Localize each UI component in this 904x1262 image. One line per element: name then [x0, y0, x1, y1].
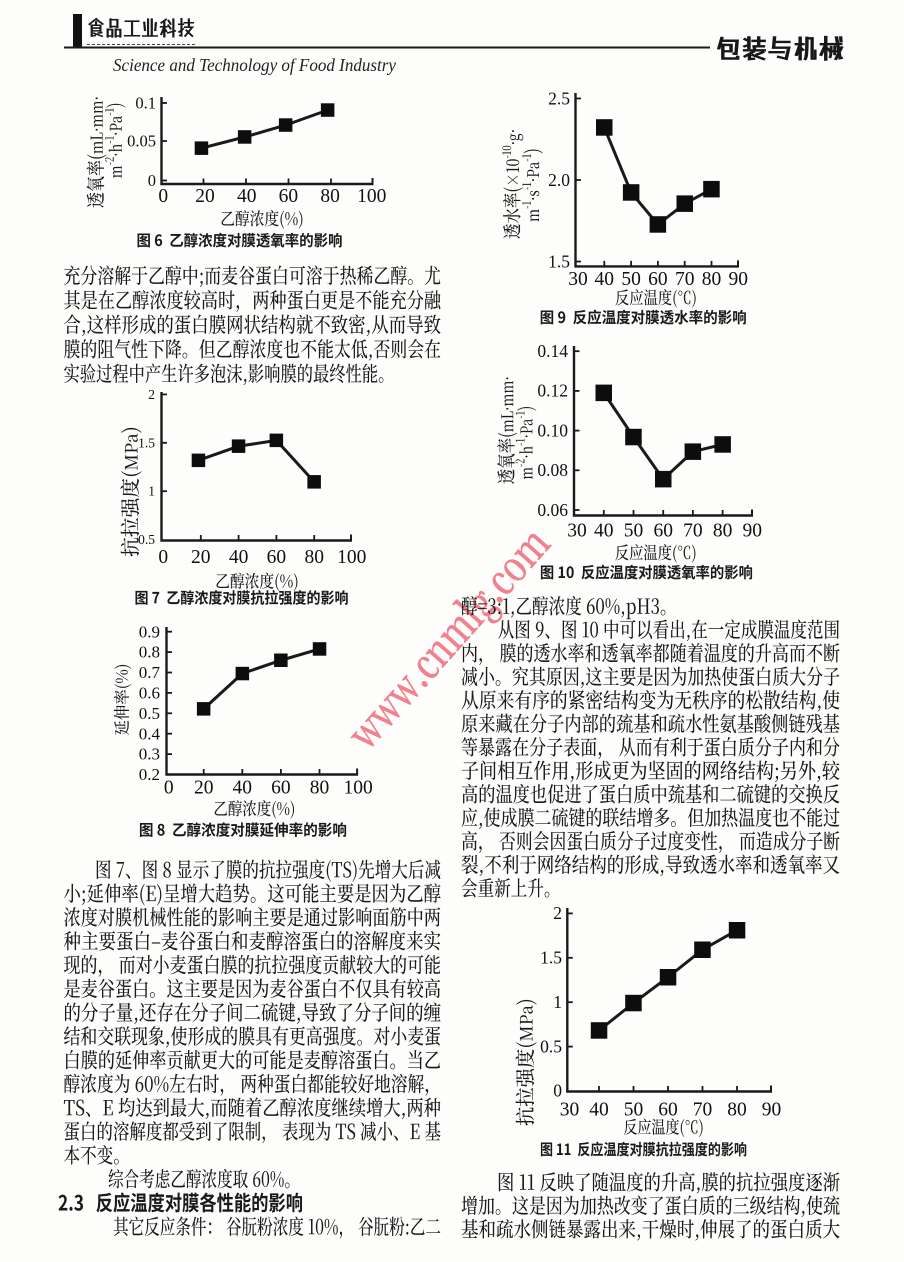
svg-text:0.1: 0.1	[135, 93, 156, 112]
svg-text:0.12: 0.12	[537, 381, 568, 401]
svg-text:Science and Technology of Food: Science and Technology of Food Industry	[113, 55, 396, 75]
svg-text:0.8: 0.8	[139, 643, 160, 662]
svg-text:40: 40	[237, 186, 257, 207]
svg-text:80: 80	[702, 269, 722, 290]
svg-text:90: 90	[729, 269, 749, 290]
svg-text:30: 30	[560, 1100, 580, 1121]
svg-text:0.14: 0.14	[537, 341, 568, 361]
svg-text:60: 60	[658, 1100, 678, 1121]
svg-text:60: 60	[271, 778, 291, 799]
svg-text:80: 80	[310, 778, 330, 799]
svg-text:60: 60	[279, 186, 299, 207]
svg-text:40: 40	[594, 521, 614, 542]
svg-text:30: 30	[567, 521, 587, 542]
svg-text:2.0: 2.0	[548, 170, 570, 190]
svg-text:70: 70	[693, 1100, 713, 1121]
svg-text:0.08: 0.08	[537, 460, 568, 480]
svg-text:1: 1	[148, 484, 155, 499]
svg-text:90: 90	[762, 1100, 782, 1121]
svg-text:0.3: 0.3	[139, 745, 160, 764]
svg-text:50: 50	[624, 521, 644, 542]
svg-text:60: 60	[267, 547, 287, 568]
svg-text:50: 50	[621, 269, 641, 290]
svg-text:100: 100	[337, 547, 366, 568]
svg-text:0.2: 0.2	[139, 765, 160, 784]
svg-text:1.5: 1.5	[548, 251, 570, 271]
svg-text:0: 0	[553, 1080, 562, 1100]
svg-text:40: 40	[595, 269, 615, 290]
svg-text:1.5: 1.5	[540, 948, 562, 968]
svg-text:20: 20	[194, 778, 214, 799]
svg-text:0: 0	[148, 171, 156, 190]
svg-text:20: 20	[195, 186, 215, 207]
svg-text:0: 0	[164, 778, 174, 799]
svg-text:50: 50	[624, 1100, 644, 1121]
svg-text:80: 80	[727, 1100, 747, 1121]
svg-text:40: 40	[229, 547, 249, 568]
svg-text:40: 40	[589, 1100, 609, 1121]
svg-text:0.10: 0.10	[537, 420, 568, 440]
svg-text:1: 1	[553, 992, 562, 1012]
svg-text:0.05: 0.05	[127, 131, 156, 150]
svg-text:40: 40	[233, 778, 253, 799]
svg-text:80: 80	[713, 521, 733, 542]
svg-text:0.5: 0.5	[540, 1036, 562, 1056]
svg-text:70: 70	[675, 269, 695, 290]
svg-text:0.5: 0.5	[138, 532, 155, 547]
svg-text:0: 0	[158, 547, 168, 568]
svg-text:90: 90	[743, 521, 763, 542]
svg-text:70: 70	[683, 521, 703, 542]
svg-text:60: 60	[648, 269, 668, 290]
svg-text:80: 80	[320, 186, 340, 207]
svg-text:0.7: 0.7	[139, 663, 161, 682]
svg-text:0: 0	[158, 186, 168, 207]
svg-text:0.5: 0.5	[139, 704, 160, 723]
svg-text:2.5: 2.5	[548, 88, 570, 108]
svg-text:100: 100	[343, 778, 372, 799]
svg-text:0.9: 0.9	[139, 622, 160, 641]
svg-text:2: 2	[148, 387, 155, 402]
svg-text:1.5: 1.5	[138, 435, 155, 450]
svg-text:20: 20	[191, 547, 211, 568]
svg-text:0.6: 0.6	[139, 684, 160, 703]
svg-text:0.06: 0.06	[537, 500, 568, 520]
svg-text:30: 30	[568, 269, 588, 290]
svg-text:0.4: 0.4	[139, 724, 161, 743]
svg-text:80: 80	[304, 547, 324, 568]
svg-text:60: 60	[653, 521, 673, 542]
svg-text:100: 100	[357, 186, 386, 207]
svg-text:2: 2	[553, 903, 562, 923]
